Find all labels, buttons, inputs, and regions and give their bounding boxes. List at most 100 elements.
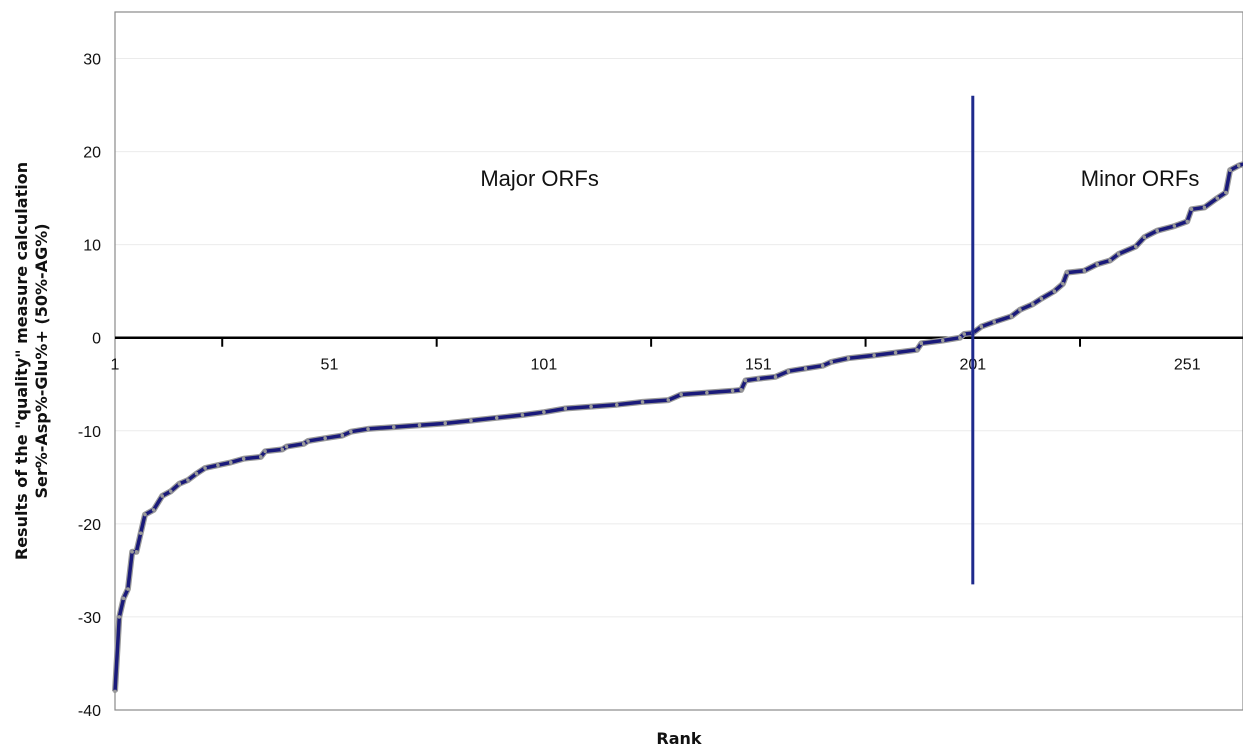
data-point: [919, 341, 924, 346]
minor-orfs-annotation: Minor ORFs: [1081, 166, 1200, 191]
data-point: [1155, 228, 1160, 233]
gridlines: [115, 58, 1243, 711]
data-point: [194, 471, 199, 476]
series-shadow: [112, 161, 1243, 692]
data-point: [1172, 224, 1177, 228]
data-point: [730, 388, 735, 393]
data-point: [349, 429, 353, 434]
data-point: [126, 587, 130, 591]
x-tick-label: 1: [111, 357, 120, 374]
data-point: [340, 433, 345, 438]
data-point: [640, 400, 645, 404]
y-tick-label: 30: [83, 52, 101, 69]
data-point: [872, 353, 876, 358]
y-tick-labels: -40 -30 -20 -10 0 10 20 30: [78, 52, 101, 720]
data-point: [1228, 168, 1232, 173]
y-axis-title-line-1: Results of the "quality" measure calcula…: [12, 162, 31, 560]
data-point: [1133, 244, 1138, 249]
data-point: [1236, 163, 1241, 168]
data-point: [542, 410, 546, 414]
data-point: [259, 455, 263, 459]
data-point: [1224, 190, 1228, 195]
y-tick-label: 20: [83, 145, 101, 162]
data-point: [915, 348, 919, 352]
data-point: [160, 494, 164, 498]
data-point: [846, 356, 851, 361]
data-point: [1061, 281, 1065, 286]
data-point: [1065, 270, 1069, 275]
data-point: [679, 392, 683, 397]
data-point: [893, 350, 898, 355]
data-point: [1215, 196, 1220, 200]
data-point: [241, 456, 246, 461]
data-point: [739, 388, 743, 392]
data-point: [113, 689, 117, 694]
plot-area-frame: [114, 11, 1243, 711]
x-axis-at-zero: [115, 336, 1243, 347]
data-point: [186, 478, 190, 482]
data-point: [494, 415, 499, 420]
data-point: [1202, 205, 1207, 210]
data-point: [1185, 219, 1190, 224]
data-point: [1009, 314, 1014, 319]
data-point: [203, 466, 207, 470]
data-point: [1082, 268, 1087, 273]
x-tick-label: 51: [321, 357, 339, 374]
y-tick-label: -40: [78, 703, 101, 720]
y-tick-label: 0: [92, 331, 101, 348]
series-markers: [113, 163, 1241, 694]
data-point: [138, 531, 143, 535]
data-point: [563, 406, 568, 411]
data-point: [589, 404, 593, 409]
x-axis-title: Rank: [656, 729, 702, 748]
data-point: [1095, 262, 1099, 267]
data-point: [820, 363, 825, 368]
data-point: [1039, 296, 1044, 301]
data-point: [134, 549, 139, 554]
data-point: [417, 423, 422, 428]
data-point: [151, 508, 156, 512]
data-point: [117, 615, 122, 619]
data-point: [306, 439, 310, 443]
data-point: [263, 449, 267, 454]
data-point: [1108, 258, 1112, 263]
data-point: [756, 376, 761, 381]
data-point: [1031, 302, 1035, 307]
data-point: [666, 398, 671, 402]
y-axis-title-line-2: Ser%-Asp%-Glu%+ (50%-AG%): [32, 223, 51, 498]
data-point: [301, 442, 306, 446]
data-point: [786, 369, 791, 374]
data-point: [216, 463, 220, 468]
data-point: [1142, 235, 1147, 240]
data-point: [1116, 252, 1121, 256]
data-point: [284, 444, 289, 449]
data-point: [280, 447, 285, 452]
data-point: [773, 375, 778, 379]
x-tick-label: 151: [745, 357, 772, 374]
data-point: [992, 320, 997, 324]
x-tick-label: 251: [1174, 357, 1201, 374]
data-point: [366, 427, 370, 431]
data-point: [520, 413, 525, 417]
series-line: [112, 161, 1243, 692]
data-point: [121, 596, 126, 601]
data-point: [1189, 207, 1194, 212]
data-point: [323, 436, 327, 441]
y-tick-label: -30: [78, 610, 101, 627]
data-point: [979, 324, 984, 329]
series-path: [113, 162, 1243, 692]
x-tick-label: 101: [531, 357, 558, 374]
data-point: [1018, 308, 1022, 312]
data-point: [705, 390, 709, 395]
x-tick-labels: 151101151201251: [111, 357, 1201, 374]
y-tick-label: -10: [78, 424, 101, 441]
data-point: [962, 332, 967, 336]
data-point: [143, 512, 147, 517]
data-point: [391, 425, 396, 429]
data-point: [229, 460, 233, 465]
data-point: [940, 338, 945, 343]
data-point: [615, 402, 619, 407]
data-point: [1052, 289, 1057, 294]
data-point: [829, 360, 834, 364]
